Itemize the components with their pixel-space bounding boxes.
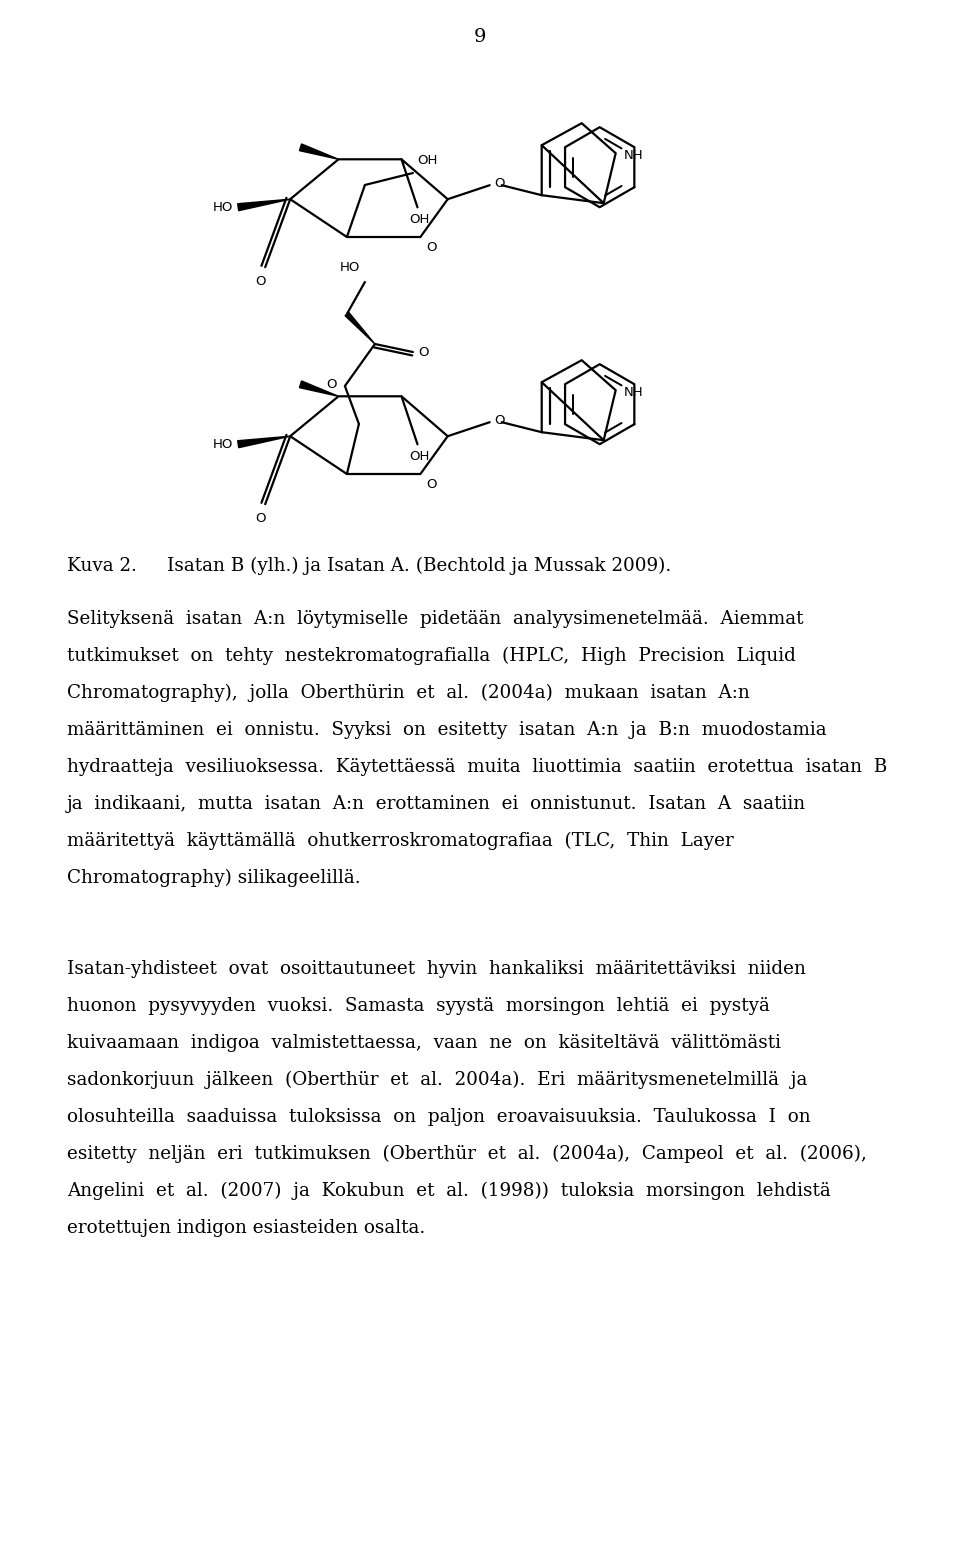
Text: O: O [326,377,337,391]
Text: HO: HO [213,201,233,213]
Polygon shape [238,199,290,210]
Text: NH: NH [624,385,643,399]
Text: O: O [418,345,428,359]
Text: O: O [255,275,266,288]
Text: Isatan B (ylh.) ja Isatan A. (Bechtold ja Mussak 2009).: Isatan B (ylh.) ja Isatan A. (Bechtold j… [167,557,671,575]
Text: Isatan-yhdisteet  ovat  osoittautuneet  hyvin  hankaliksi  määritettäviksi  niid: Isatan-yhdisteet ovat osoittautuneet hyv… [67,960,805,979]
Text: huonon  pysyvyyden  vuoksi.  Samasta  syystä  morsingon  lehtiä  ei  pystyä: huonon pysyvyyden vuoksi. Samasta syystä… [67,997,770,1016]
Text: olosuhteilla  saaduissa  tuloksissa  on  paljon  eroavaisuuksia.  Taulukossa  I : olosuhteilla saaduissa tuloksissa on pal… [67,1108,810,1125]
Text: O: O [494,414,505,427]
Text: OH: OH [409,213,430,226]
Text: määrittäminen  ei  onnistu.  Syyksi  on  esitetty  isatan  A:n  ja  B:n  muodost: määrittäminen ei onnistu. Syyksi on esit… [67,720,827,739]
Text: O: O [494,176,505,190]
Text: 9: 9 [473,28,487,46]
Text: OH: OH [409,450,430,464]
Polygon shape [300,380,339,396]
Polygon shape [300,144,339,159]
Text: ja  indikaani,  mutta  isatan  A:n  erottaminen  ei  onnistunut.  Isatan  A  saa: ja indikaani, mutta isatan A:n erottamin… [67,795,806,813]
Text: Kuva 2.: Kuva 2. [67,557,137,575]
Text: Chromatography),  jolla  Oberthürin  et  al.  (2004a)  mukaan  isatan  A:n: Chromatography), jolla Oberthürin et al.… [67,683,750,702]
Text: HO: HO [340,261,360,274]
Polygon shape [345,312,375,345]
Text: HO: HO [213,438,233,451]
Text: O: O [426,241,437,254]
Text: Selityksenä  isatan  A:n  löytymiselle  pidetään  analyysimenetelmää.  Aiemmat: Selityksenä isatan A:n löytymiselle pide… [67,611,804,628]
Text: hydraatteja  vesiliuoksessa.  Käytettäessä  muita  liuottimia  saatiin  erotettu: hydraatteja vesiliuoksessa. Käytettäessä… [67,758,887,776]
Text: OH: OH [417,155,437,167]
Text: NH: NH [624,148,643,162]
Text: O: O [255,512,266,526]
Text: kuivaamaan  indigoa  valmistettaessa,  vaan  ne  on  käsiteltävä  välittömästi: kuivaamaan indigoa valmistettaessa, vaan… [67,1034,781,1051]
Polygon shape [238,436,290,448]
Text: erotettujen indigon esiasteiden osalta.: erotettujen indigon esiasteiden osalta. [67,1218,425,1237]
Text: O: O [426,478,437,492]
Text: tutkimukset  on  tehty  nestekromatografialla  (HPLC,  High  Precision  Liquid: tutkimukset on tehty nestekromatografial… [67,646,796,665]
Text: Angelini  et  al.  (2007)  ja  Kokubun  et  al.  (1998))  tuloksia  morsingon  l: Angelini et al. (2007) ja Kokubun et al.… [67,1183,830,1200]
Text: sadonkorjuun  jälkeen  (Oberthür  et  al.  2004a).  Eri  määritysmenetelmillä  j: sadonkorjuun jälkeen (Oberthür et al. 20… [67,1071,807,1090]
Text: määritettyä  käyttämällä  ohutkerroskromatografiaa  (TLC,  Thin  Layer: määritettyä käyttämällä ohutkerroskromat… [67,832,733,850]
Text: Chromatography) silikageelillä.: Chromatography) silikageelillä. [67,869,361,887]
Text: esitetty  neljän  eri  tutkimuksen  (Oberthür  et  al.  (2004a),  Campeol  et  a: esitetty neljän eri tutkimuksen (Oberthü… [67,1146,867,1163]
